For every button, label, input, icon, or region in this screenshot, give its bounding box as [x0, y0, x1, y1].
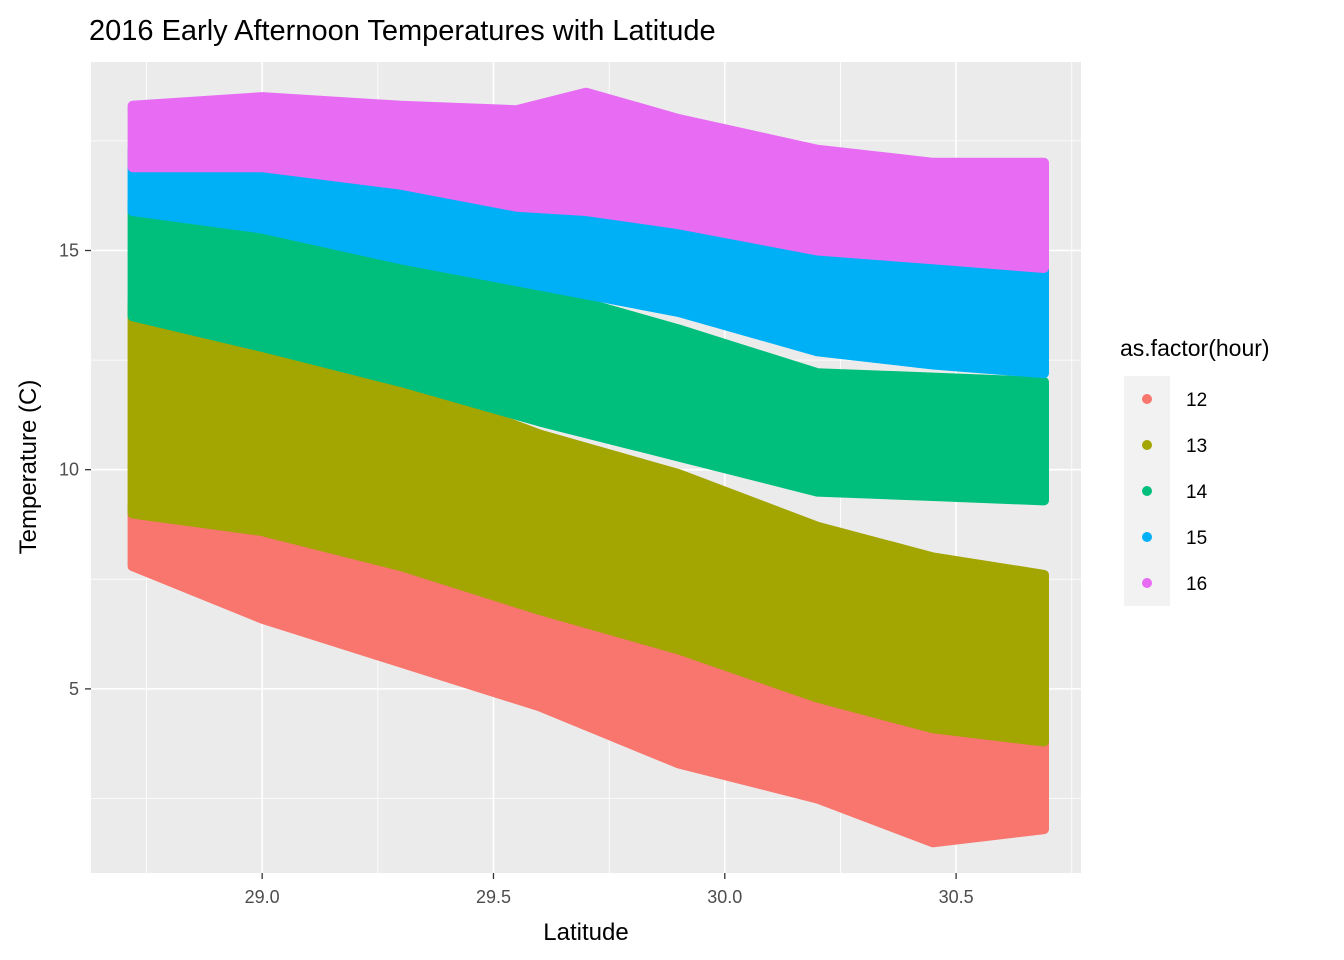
legend-label-16: 16 [1186, 574, 1207, 595]
legend-title: as.factor(hour) [1120, 335, 1270, 361]
x-tick-label-3: 30.5 [939, 887, 974, 907]
x-tick-label-2: 30.0 [707, 887, 742, 907]
y-tick-label-2: 15 [59, 241, 79, 261]
legend: as.factor(hour) 12 13 14 15 16 [1120, 335, 1270, 606]
y-tick-label-1: 10 [59, 460, 79, 480]
y-axis-title: Temperature (C) [15, 380, 42, 555]
x-tick-label-0: 29.0 [245, 887, 280, 907]
legend-label-15: 15 [1186, 528, 1207, 549]
x-axis-title: Latitude [543, 919, 628, 946]
chart-title: 2016 Early Afternoon Temperatures with L… [89, 15, 716, 47]
y-tick-label-0: 5 [69, 679, 79, 699]
legend-key-13 [1142, 440, 1152, 450]
legend-key-12 [1142, 394, 1152, 404]
x-tick-label-1: 29.5 [476, 887, 511, 907]
legend-label-13: 13 [1186, 436, 1207, 457]
y-axis: 5 10 15 [59, 241, 91, 699]
x-axis: 29.0 29.5 30.0 30.5 [245, 873, 974, 907]
legend-label-14: 14 [1186, 482, 1208, 503]
series-13-points [127, 298, 1049, 747]
legend-label-12: 12 [1186, 390, 1207, 411]
legend-key-16 [1142, 578, 1152, 588]
series-16-points [127, 87, 1049, 273]
legend-key-15 [1142, 532, 1152, 542]
legend-key-14 [1142, 486, 1152, 496]
data-points [127, 87, 1049, 848]
